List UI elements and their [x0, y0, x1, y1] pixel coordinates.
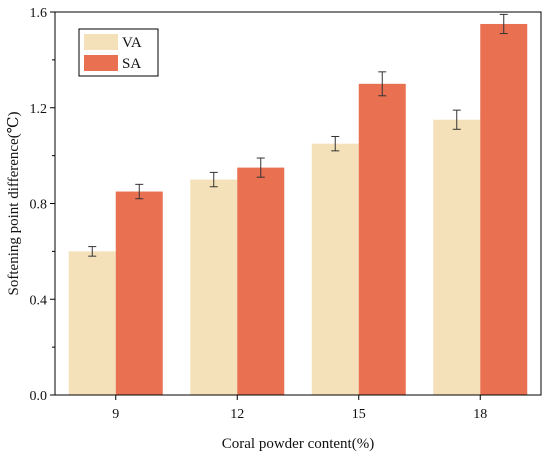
error-bar: [209, 171, 218, 188]
bars-layer: [68, 23, 528, 395]
y-tick-label: 1.6: [30, 6, 48, 21]
bar-va: [433, 119, 481, 395]
error-bar: [256, 157, 265, 178]
y-tick-label: 0.0: [30, 389, 48, 404]
error-bars-layer: [88, 13, 508, 257]
x-tick-label: 12: [230, 407, 244, 422]
bar-va: [311, 143, 359, 395]
y-tick-label: 0.8: [30, 198, 48, 213]
x-tick-label: 15: [352, 407, 366, 422]
legend-swatch-va: [84, 34, 118, 50]
y-tick-label: 0.4: [30, 293, 48, 308]
bar-sa: [480, 23, 528, 395]
error-bar: [331, 135, 340, 152]
y-tick-label: 1.2: [30, 102, 48, 117]
bar-sa: [237, 167, 285, 395]
error-bar: [135, 183, 144, 200]
bar-va: [190, 179, 238, 395]
x-tick-label: 18: [473, 407, 487, 422]
bar-va: [68, 251, 116, 395]
error-bar: [378, 71, 387, 97]
legend: VA SA: [78, 28, 159, 77]
legend-swatch-sa: [84, 55, 118, 71]
x-axis-title: Coral powder content(%): [222, 436, 374, 452]
x-tick-label: 9: [112, 407, 119, 422]
bar-sa: [115, 191, 163, 395]
error-bar: [499, 13, 508, 35]
error-bar: [452, 109, 461, 130]
y-axis-title: Softening point difference(℃): [6, 112, 22, 296]
bar-sa: [358, 83, 406, 395]
legend-label-va: VA: [122, 35, 142, 51]
error-bar: [88, 246, 97, 257]
axis-ticks: 9 12 15 18 0.0 0.4 0.8 1.2 1.6: [30, 6, 488, 422]
legend-label-sa: SA: [122, 56, 141, 72]
